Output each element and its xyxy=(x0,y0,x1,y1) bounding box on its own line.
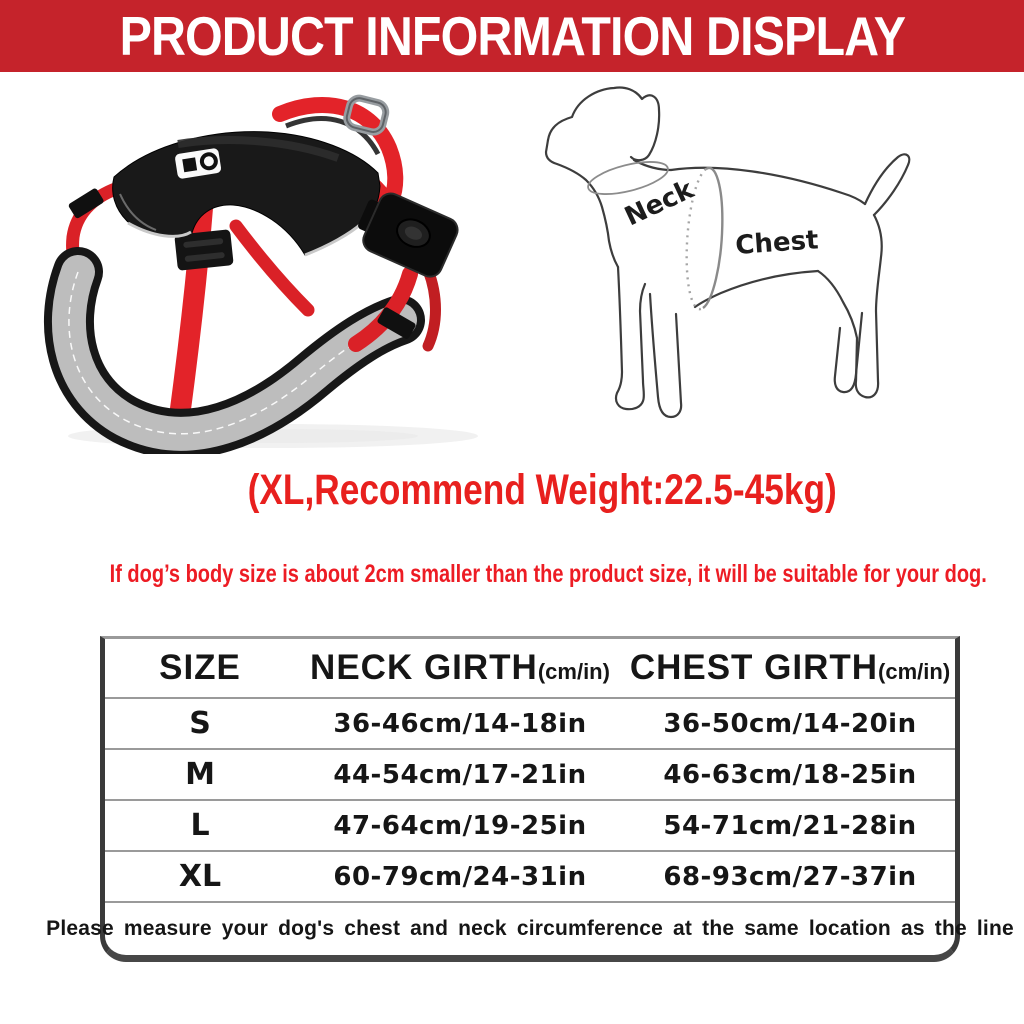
neck-cell: 60-79cm/24-31in xyxy=(333,861,587,892)
neck-label: Neck xyxy=(620,174,699,232)
dog-outline xyxy=(544,86,911,419)
banner: PRODUCT INFORMATION DISPLAY xyxy=(0,0,1024,72)
diagonal-strap xyxy=(229,219,315,317)
fit-note: If dog’s body size is about 2cm smaller … xyxy=(0,560,1024,589)
harness-product-image xyxy=(43,94,478,454)
neck-cell: 36-46cm/14-18in xyxy=(333,708,587,739)
right-strap-adjuster xyxy=(377,307,416,339)
table-header-row: SIZE NECK GIRTH(cm/in) CHEST GIRTH(cm/in… xyxy=(105,639,955,697)
girth-strap xyxy=(168,191,214,431)
size-cell: XL xyxy=(178,859,222,894)
strap-slider xyxy=(174,229,234,271)
neck-cell: 44-54cm/17-21in xyxy=(333,759,587,790)
neck-unit: (cm/in) xyxy=(537,659,610,684)
d-ring xyxy=(343,94,390,136)
chest-cell: 68-93cm/27-37in xyxy=(663,861,917,892)
table-row: S 36-46cm/14-18in 36-50cm/14-20in xyxy=(105,697,955,748)
table-row: M 44-54cm/17-21in 46-63cm/18-25in xyxy=(105,748,955,799)
size-cell: L xyxy=(190,808,210,843)
brand-patch xyxy=(175,148,222,179)
neck-measure-line xyxy=(587,161,669,195)
col-header-chest: CHEST GIRTH(cm/in) xyxy=(629,648,951,687)
size-chart-table: SIZE NECK GIRTH(cm/in) CHEST GIRTH(cm/in… xyxy=(46,636,1014,962)
chest-cell: 36-50cm/14-20in xyxy=(663,708,917,739)
buckle xyxy=(358,192,459,278)
top-handle xyxy=(272,97,404,209)
belly-pad xyxy=(43,247,425,454)
right-outer-strap xyxy=(422,264,441,352)
left-strap-adjuster xyxy=(68,188,104,219)
chest-unit: (cm/in) xyxy=(878,659,951,684)
table-row: XL 60-79cm/24-31in 68-93cm/27-37in xyxy=(105,850,955,901)
col-header-size: SIZE xyxy=(159,648,241,687)
size-recommendation: (XL,Recommend Weight:22.5-45kg) xyxy=(0,466,1024,515)
size-cell: S xyxy=(189,706,211,741)
reflective-trim xyxy=(127,221,192,238)
chest-measure-line-dashed xyxy=(685,168,707,311)
chest-measure-line xyxy=(702,166,724,309)
measure-note-text: Please measure your dog's chest and neck… xyxy=(46,917,1014,940)
dog-measurement-diagram: Neck Chest xyxy=(544,86,911,419)
saddle-pad xyxy=(112,131,381,257)
col-header-neck: NECK GIRTH(cm/in) xyxy=(310,648,610,687)
page-title: PRODUCT INFORMATION DISPLAY xyxy=(119,5,905,67)
chest-cell: 54-71cm/21-28in xyxy=(663,810,917,841)
size-cell: M xyxy=(185,757,215,792)
handle-underside xyxy=(285,116,381,156)
chest-cell: 46-63cm/18-25in xyxy=(663,759,917,790)
table-row: L 47-64cm/19-25in 54-71cm/21-28in xyxy=(105,799,955,850)
fit-note-text: If dog’s body size is about 2cm smaller … xyxy=(109,560,987,588)
chest-label: Chest xyxy=(734,225,819,261)
measure-note-row: Please measure your dog's chest and neck… xyxy=(46,901,1014,955)
size-recommendation-text: (XL,Recommend Weight:22.5-45kg) xyxy=(247,466,837,514)
neck-cell: 47-64cm/19-25in xyxy=(333,810,587,841)
